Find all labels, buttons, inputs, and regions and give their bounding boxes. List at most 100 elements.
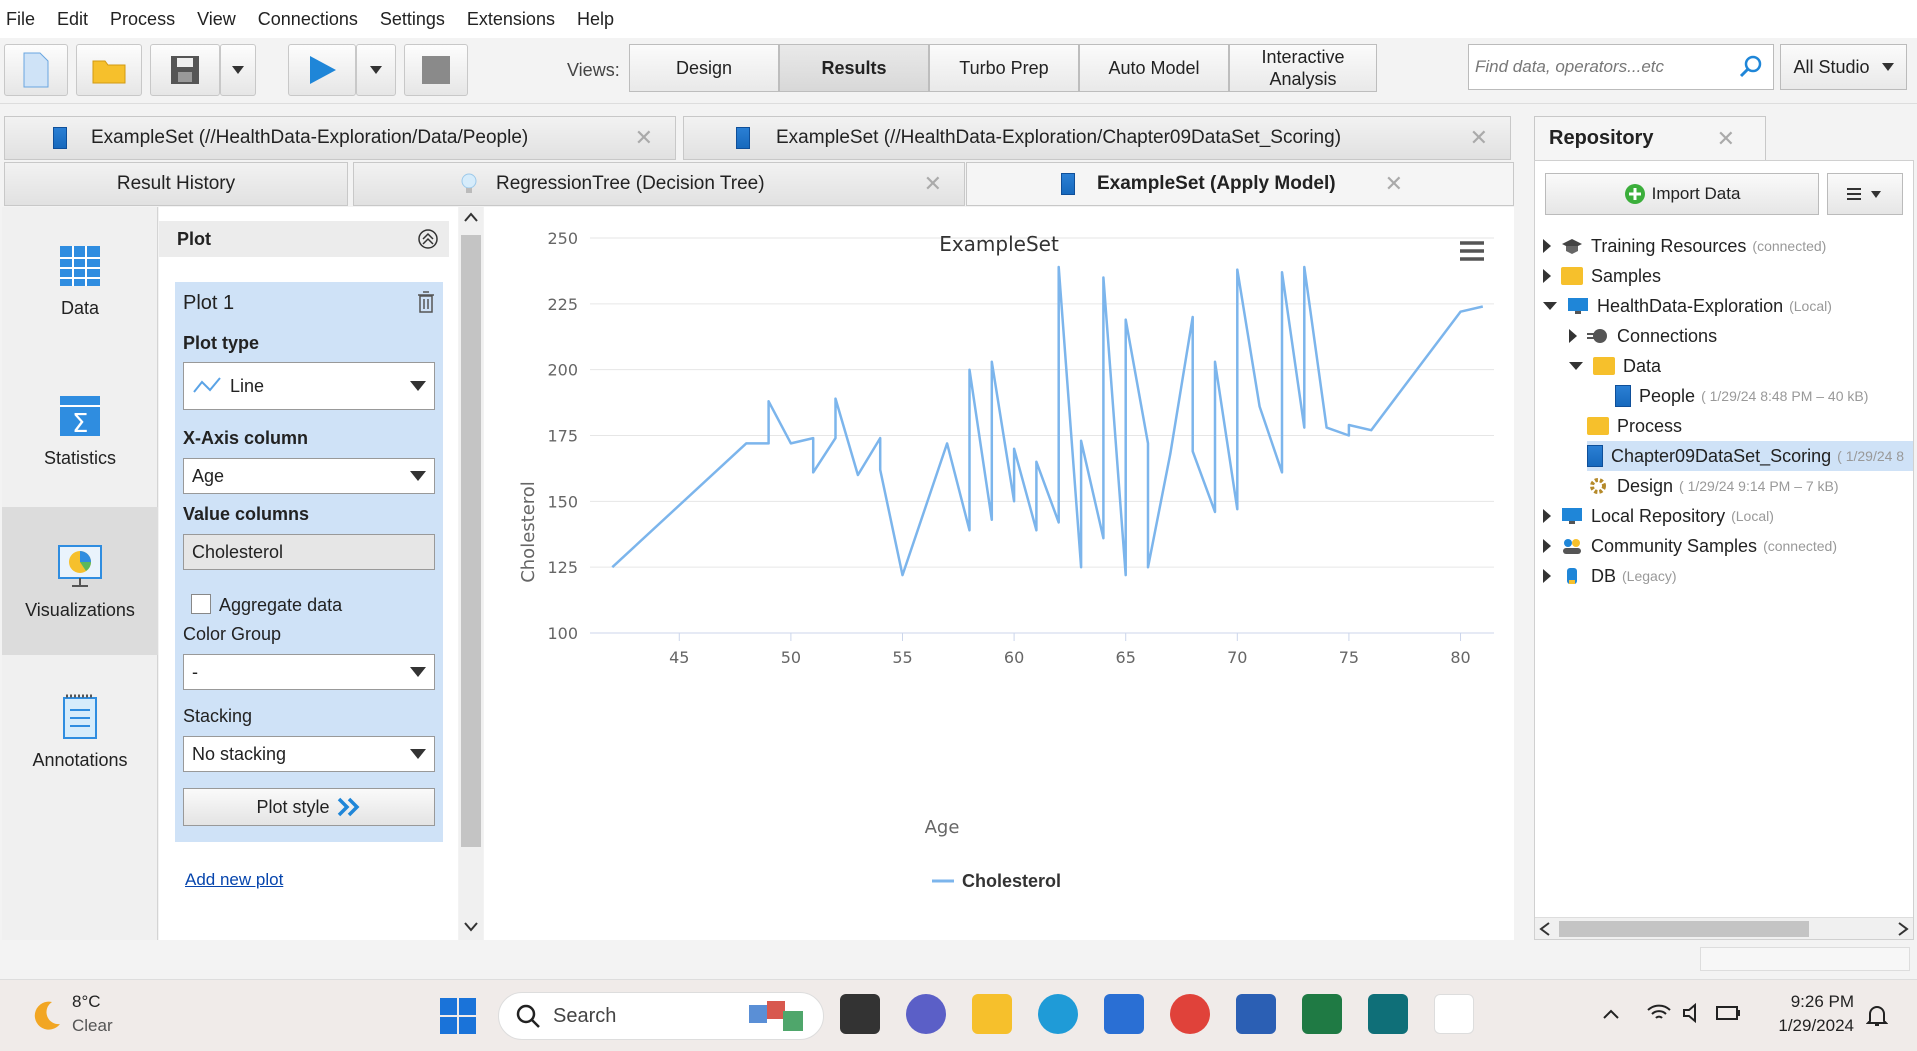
repo-item-community-samples[interactable]: Community Samples (connected) [1543,531,1837,561]
scrollbar-thumb[interactable] [1559,921,1809,937]
volume-icon[interactable] [1682,1002,1706,1024]
plot-type-select[interactable]: Line [183,362,435,410]
scrollbar-thumb[interactable] [461,235,481,847]
chart-legend[interactable]: Cholesterol [932,871,1061,891]
repo-item-chapter09-scoring[interactable]: Chapter09DataSet_Scoring ( 1/29/24 8 [1587,441,1913,471]
save-dropdown-button[interactable] [220,44,256,96]
menu-extensions[interactable]: Extensions [466,8,555,29]
collapse-icon[interactable] [417,228,439,250]
chevron-up-icon[interactable] [1602,1008,1620,1020]
close-icon[interactable]: ✕ [634,125,653,150]
repository-menu-button[interactable] [1827,173,1903,215]
tab-apply-model[interactable]: ExampleSet (Apply Model) ✕ [966,162,1514,206]
expand-icon[interactable] [1543,539,1551,553]
repo-item-people[interactable]: People ( 1/29/24 8:48 PM – 40 kB) [1615,381,1868,411]
save-button[interactable] [150,44,220,96]
rapidminer-taskbar-icon[interactable] [1368,994,1408,1034]
value-columns-field[interactable]: Cholesterol [183,534,435,570]
expand-icon[interactable] [1569,329,1577,343]
chevron-down-icon[interactable] [463,921,479,933]
chevron-right-icon[interactable] [1897,922,1909,936]
chevron-left-icon[interactable] [1539,922,1551,936]
color-group-select[interactable]: - [183,654,435,690]
chrome-icon[interactable] [1170,994,1210,1034]
menu-settings[interactable]: Settings [379,8,445,29]
stacking-select[interactable]: No stacking [183,736,435,772]
new-process-button[interactable] [4,44,68,96]
teams-icon[interactable] [906,994,946,1034]
notification-bell-icon[interactable] [1866,1004,1888,1028]
repository-tab[interactable]: Repository ✕ [1534,116,1766,160]
run-dropdown-button[interactable] [356,44,396,96]
expand-icon[interactable] [1543,239,1551,253]
aggregate-checkbox[interactable] [191,594,211,614]
collapse-icon[interactable] [1543,302,1557,310]
trash-icon[interactable] [417,290,435,314]
menu-file[interactable]: File [6,8,36,29]
close-icon[interactable]: ✕ [1716,125,1735,151]
search-input[interactable]: Find data, operators...etc [1468,44,1774,90]
repo-item-db[interactable]: DB (Legacy) [1543,561,1676,591]
view-design-button[interactable]: Design [629,44,779,92]
stacking-label: Stacking [183,706,253,726]
view-results-button[interactable]: Results [779,44,929,92]
menu-edit[interactable]: Edit [57,8,89,29]
stop-button[interactable] [404,44,468,96]
windows-start-icon[interactable] [440,998,476,1034]
tab-regression-tree[interactable]: RegressionTree (Decision Tree) ✕ [353,162,965,206]
word-icon[interactable] [1236,994,1276,1034]
repo-item-local-repository[interactable]: Local Repository (Local) [1543,501,1774,531]
repo-item-data[interactable]: Data [1569,351,1661,381]
add-new-plot-link[interactable]: Add new plot [185,870,284,889]
close-icon[interactable]: ✕ [923,171,942,196]
sidebar-item-statistics[interactable]: Σ Statistics [2,357,158,505]
menu-help[interactable]: Help [576,8,614,29]
menu-view[interactable]: View [197,8,236,29]
series-line-cholesterol[interactable] [611,265,1484,577]
y-tick-label: 250 [547,229,578,248]
menu-connections[interactable]: Connections [257,8,358,29]
wifi-icon[interactable] [1646,1002,1672,1024]
task-view-icon[interactable] [840,994,880,1034]
repo-item-training-resources[interactable]: Training Resources (connected) [1543,231,1826,261]
store-icon[interactable] [1104,994,1144,1034]
menu-process[interactable]: Process [110,8,176,29]
plot-style-button[interactable]: Plot style [183,788,435,826]
expand-icon[interactable] [1543,269,1551,283]
tab-exampleset-people[interactable]: ExampleSet (//HealthData-Exploration/Dat… [4,116,676,160]
repo-item-samples[interactable]: Samples [1543,261,1661,291]
tab-exampleset-scoring[interactable]: ExampleSet (//HealthData-Exploration/Cha… [683,116,1511,160]
repo-item-process[interactable]: Process [1587,411,1682,441]
open-button[interactable] [76,44,142,96]
studio-filter-dropdown[interactable]: All Studio [1780,44,1907,90]
repo-item-healthdata-exploration[interactable]: HealthData-Exploration (Local) [1543,291,1832,321]
repository-horizontal-scrollbar[interactable] [1535,917,1913,939]
chevron-up-icon[interactable] [463,211,479,223]
import-data-button[interactable]: Import Data [1545,173,1819,215]
sidebar-item-annotations[interactable]: Annotations [2,657,158,805]
excel-icon[interactable] [1302,994,1342,1034]
tab-result-history[interactable]: Result History [4,162,348,206]
plot-panel-scrollbar[interactable] [459,207,483,940]
collapse-icon[interactable] [1569,362,1583,370]
view-turbo-prep-button[interactable]: Turbo Prep [929,44,1079,92]
taskbar-search[interactable]: Search [498,992,824,1040]
file-explorer-icon[interactable] [972,994,1012,1034]
view-auto-model-button[interactable]: Auto Model [1079,44,1229,92]
run-button[interactable] [288,44,356,96]
sidebar-item-data[interactable]: Data [2,207,158,355]
chart-menu-button[interactable] [1450,239,1490,269]
sidebar-item-visualizations[interactable]: Visualizations [2,507,158,655]
view-interactive-analysis-button[interactable]: Interactive Analysis [1229,44,1377,92]
expand-icon[interactable] [1543,509,1551,523]
x-axis-title: Age [925,817,960,838]
repo-item-design[interactable]: Design ( 1/29/24 9:14 PM – 7 kB) [1587,471,1839,501]
close-icon[interactable]: ✕ [1469,125,1488,150]
expand-icon[interactable] [1543,569,1551,583]
snipping-tool-icon[interactable] [1434,994,1474,1034]
x-axis-select[interactable]: Age [183,458,435,494]
edge-icon[interactable] [1038,994,1078,1034]
close-icon[interactable]: ✕ [1384,171,1403,196]
repo-item-connections[interactable]: Connections [1569,321,1717,351]
battery-icon[interactable] [1716,1004,1742,1022]
